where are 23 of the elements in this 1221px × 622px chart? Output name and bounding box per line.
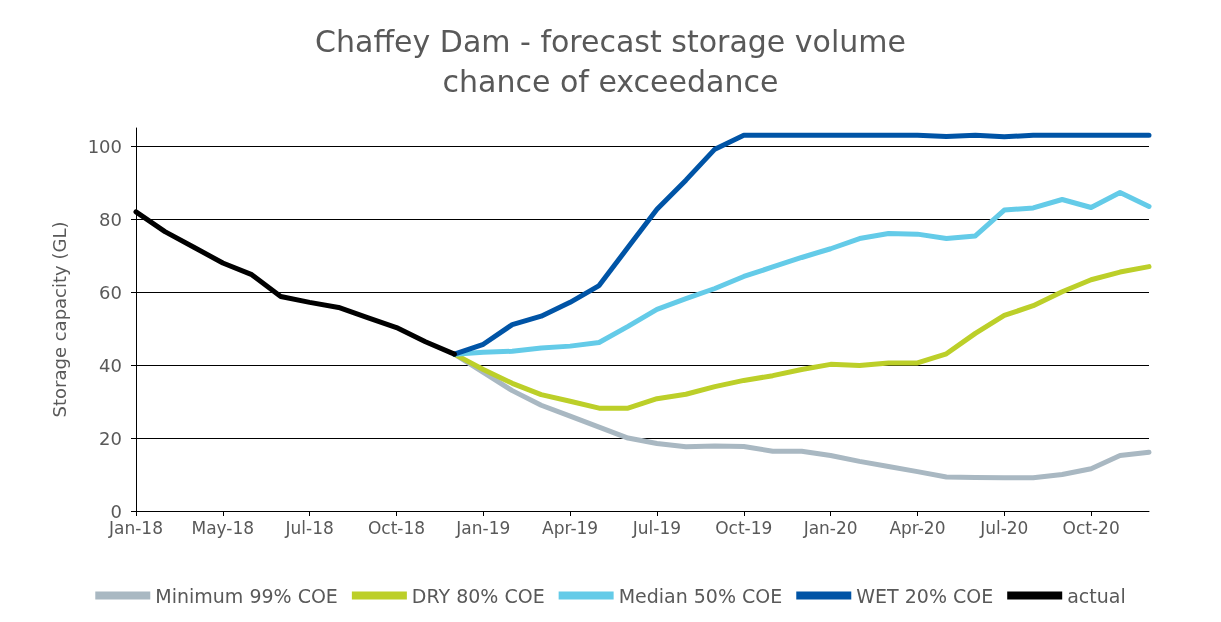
x-tick-label: Apr-19: [542, 517, 599, 538]
legend-label: WET 20% COE: [856, 584, 994, 607]
x-tick-label: Oct-18: [367, 517, 426, 538]
x-tick-label: Jan-20: [802, 517, 858, 538]
y-tick-label: 100: [87, 135, 122, 157]
y-tick-label: 60: [99, 281, 122, 303]
y-tick-label: 80: [99, 208, 122, 230]
x-tick-label: Oct-19: [715, 517, 773, 538]
y-axis-title: Storage capacity (GL): [48, 221, 70, 418]
chart-title: Chaffey Dam - forecast storage volume chance of exceedance: [315, 23, 906, 99]
x-tick-label: Jan-19: [455, 517, 511, 538]
legend-label: DRY 80% COE: [411, 584, 545, 607]
x-tick-label: Apr-20: [889, 517, 946, 538]
x-tick-label: Jul-19: [631, 517, 682, 538]
legend-label: Median 50% COE: [618, 584, 783, 607]
x-tick-label: Jul-20: [979, 517, 1029, 538]
y-tick-label: 20: [99, 427, 122, 449]
x-tick-label: Oct-20: [1062, 517, 1120, 538]
x-tick-label: May-18: [191, 517, 255, 538]
legend-label: actual: [1067, 584, 1126, 607]
x-tick-label: Jul-18: [284, 517, 334, 538]
y-tick-label: 40: [99, 354, 122, 376]
legend-label: Minimum 99% COE: [155, 584, 338, 607]
